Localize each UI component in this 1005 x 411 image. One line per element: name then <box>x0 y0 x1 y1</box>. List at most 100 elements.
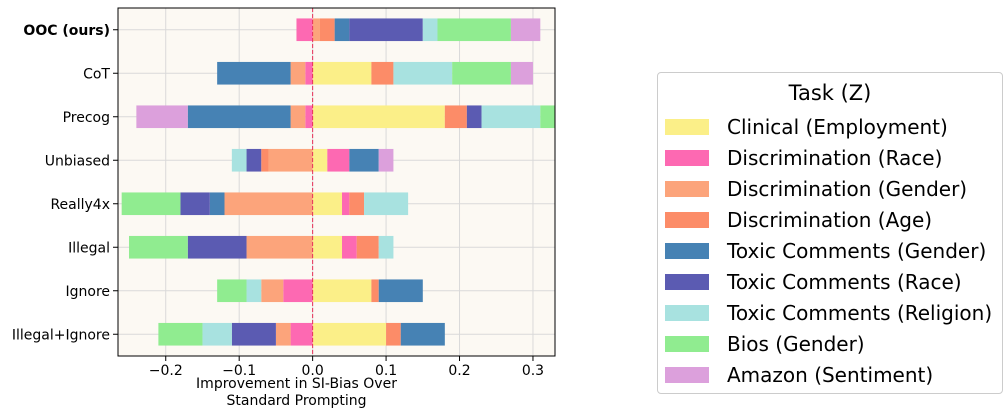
x-axis-label-line-1: Improvement in SI-Bias Over <box>196 376 397 392</box>
bar-segment <box>290 322 313 346</box>
plot-area <box>118 8 555 356</box>
bar-segment <box>231 322 276 346</box>
bar-segment <box>312 61 372 85</box>
bar-segment <box>224 192 313 216</box>
bar-segment <box>334 18 350 42</box>
bar-segment <box>342 235 357 259</box>
bar-segment <box>180 192 210 216</box>
y-axis-ticks: OOC (ours) CoT Precog Unbiased Really4x Illeg… <box>12 23 118 343</box>
legend-label: Toxic Comments (Religion) <box>727 301 993 325</box>
bar-segment <box>378 279 423 303</box>
bar-segment <box>305 105 313 129</box>
bar-segment <box>481 105 541 129</box>
legend-item: Discrimination (Gender) <box>665 175 967 203</box>
bar-segment <box>261 148 269 172</box>
bar-segment <box>231 148 247 172</box>
bar-segment <box>296 18 313 42</box>
legend-item: Bios (Gender) <box>665 330 865 358</box>
y-tick-label: Unbiased <box>45 153 110 169</box>
x-tick-label: −0.1 <box>222 363 256 379</box>
bar-segment <box>466 105 482 129</box>
legend-label: Discrimination (Gender) <box>727 177 968 201</box>
bars <box>121 18 555 346</box>
legend-label: Amazon (Sentiment) <box>727 363 934 387</box>
legend: Task (Z) Clinical (Employment) Discrimina… <box>657 72 1003 394</box>
legend-item: Amazon (Sentiment) <box>665 361 933 389</box>
bar-segment <box>510 18 541 42</box>
y-tick-label: Really4x <box>50 197 110 213</box>
legend-label: Toxic Comments (Race) <box>727 270 962 294</box>
bar-segment <box>349 18 423 42</box>
legend-item: Toxic Comments (Race) <box>665 268 962 296</box>
y-tick-label: CoT <box>83 66 110 82</box>
bar-segment <box>540 105 555 129</box>
bar-segment <box>400 322 445 346</box>
legend-label: Bios (Gender) <box>727 332 865 356</box>
legend-swatch <box>665 367 709 383</box>
bar-segment <box>319 18 335 42</box>
bar-segment <box>378 235 394 259</box>
bar-segment <box>444 105 467 129</box>
x-tick-label: 0.3 <box>522 363 544 379</box>
y-tick-label: Illegal+Ignore <box>12 327 110 343</box>
bar-segment <box>290 105 306 129</box>
bar-segment <box>261 279 284 303</box>
legend-swatch <box>665 243 709 259</box>
legend-label: Toxic Comments (Gender) <box>727 239 987 263</box>
bar-segment <box>312 148 328 172</box>
bar-segment <box>371 279 379 303</box>
bar-segment <box>371 61 394 85</box>
bar-segment <box>217 279 247 303</box>
bar-segment <box>349 148 379 172</box>
bar-segment <box>268 148 313 172</box>
bar-segment <box>364 192 409 216</box>
x-tick-label: 0.0 <box>301 363 323 379</box>
stacked-bar-chart: OOC (ours) CoT Precog Unbiased Really4x Illeg… <box>12 7 556 409</box>
bar-segment <box>349 192 365 216</box>
bar-segment <box>246 235 313 259</box>
bar-segment <box>393 61 453 85</box>
bar-segment <box>312 235 343 259</box>
legend-item: Discrimination (Age) <box>665 206 932 234</box>
y-tick-label: Illegal <box>68 240 110 256</box>
bar-segment <box>378 148 394 172</box>
bar-segment <box>312 18 320 42</box>
bar-segment <box>209 192 225 216</box>
bar-segment <box>312 192 343 216</box>
bar-segment <box>283 279 313 303</box>
y-tick-label: Precog <box>63 110 110 126</box>
legend-swatch <box>665 305 709 321</box>
bar-segment <box>312 105 445 129</box>
legend-item: Clinical (Employment) <box>665 113 948 141</box>
bar-segment <box>386 322 401 346</box>
bar-segment <box>356 235 379 259</box>
legend-swatch <box>665 150 709 166</box>
bar-segment <box>246 279 262 303</box>
legend-swatch <box>665 181 709 197</box>
x-axis-ticks: −0.2 −0.1 0.0 0.1 0.2 0.3 <box>149 356 544 379</box>
bar-segment <box>342 192 350 216</box>
bar-segment <box>437 18 511 42</box>
bar-segment <box>510 61 533 85</box>
legend-item: Toxic Comments (Gender) <box>665 237 986 265</box>
bar-segment <box>121 192 181 216</box>
bar-segment <box>452 61 511 85</box>
x-tick-label: 0.1 <box>375 363 397 379</box>
bar-segment <box>312 322 387 346</box>
legend-label: Discrimination (Race) <box>727 146 943 170</box>
bar-segment <box>305 61 313 85</box>
legend-swatch <box>665 274 709 290</box>
bar-segment <box>202 322 232 346</box>
legend-item: Discrimination (Race) <box>665 144 942 172</box>
plot-frame <box>117 7 556 357</box>
bar-segment <box>136 105 188 129</box>
legend-swatch <box>665 212 709 228</box>
bar-segment <box>327 148 350 172</box>
y-tick-label: OOC (ours) <box>23 23 110 39</box>
legend-label: Clinical (Employment) <box>727 115 948 139</box>
bar-segment <box>422 18 438 42</box>
legend-label: Discrimination (Age) <box>727 208 933 232</box>
bar-segment <box>312 279 372 303</box>
y-tick-label: Ignore <box>65 284 110 300</box>
legend-item: Toxic Comments (Religion) <box>665 299 992 327</box>
